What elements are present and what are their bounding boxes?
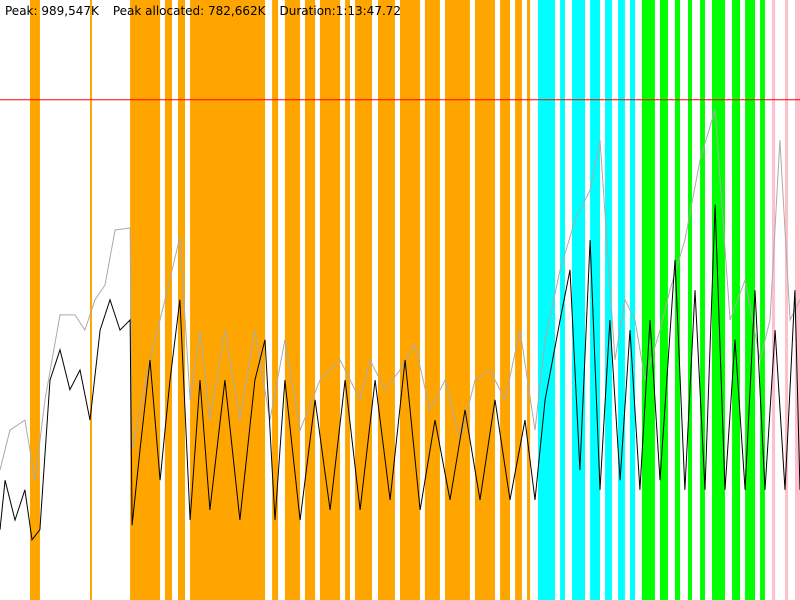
phase-band-orange — [272, 0, 279, 600]
phase-band-orange — [527, 0, 531, 600]
phase-band-orange — [284, 0, 301, 600]
phase-band-cyan — [618, 0, 625, 600]
phase-band-orange — [515, 0, 522, 600]
phase-band-orange — [355, 0, 372, 600]
phase-band-pink — [794, 0, 800, 600]
peak-label: Peak: 989,547K — [5, 4, 99, 18]
phase-band-cyan — [629, 0, 636, 600]
phase-band-orange — [164, 0, 172, 600]
phase-band-orange — [444, 0, 470, 600]
phase-band-orange — [474, 0, 496, 600]
phase-band-orange — [319, 0, 341, 600]
phase-band-orange — [130, 0, 161, 600]
phase-band-orange — [190, 0, 266, 600]
phase-band-green — [700, 0, 705, 600]
phase-band-orange — [400, 0, 421, 600]
phase-band-cyan — [571, 0, 586, 600]
series-line-allocated — [0, 109, 800, 481]
phase-band-green — [641, 0, 655, 600]
phase-bands — [29, 0, 800, 600]
phase-band-cyan — [538, 0, 556, 600]
phase-band-orange — [377, 0, 395, 600]
phase-band-cyan — [560, 0, 565, 600]
phase-band-green — [659, 0, 668, 600]
phase-band-orange — [89, 0, 92, 600]
phase-band-pink — [771, 0, 776, 600]
phase-band-green — [687, 0, 692, 600]
phase-band-orange — [424, 0, 440, 600]
phase-band-orange — [345, 0, 350, 600]
peak-allocated-label: Peak allocated: 782,662K — [112, 4, 266, 18]
phase-band-green — [745, 0, 756, 600]
phase-band-cyan — [605, 0, 612, 600]
phase-band-orange — [500, 0, 511, 600]
chart-header: Peak: 989,547K Peak allocated: 782,662K Du… — [5, 4, 415, 18]
phase-band-orange — [177, 0, 186, 600]
phase-band-green — [732, 0, 741, 600]
phase-band-cyan — [590, 0, 600, 600]
phase-band-green — [674, 0, 681, 600]
phase-band-orange — [304, 0, 316, 600]
phase-band-orange — [29, 0, 40, 600]
duration-label: Duration:1:13:47.72 — [279, 4, 402, 18]
phase-band-pink — [785, 0, 789, 600]
series-line-used — [0, 204, 800, 542]
series-lines — [0, 109, 800, 542]
phase-band-green — [760, 0, 765, 600]
